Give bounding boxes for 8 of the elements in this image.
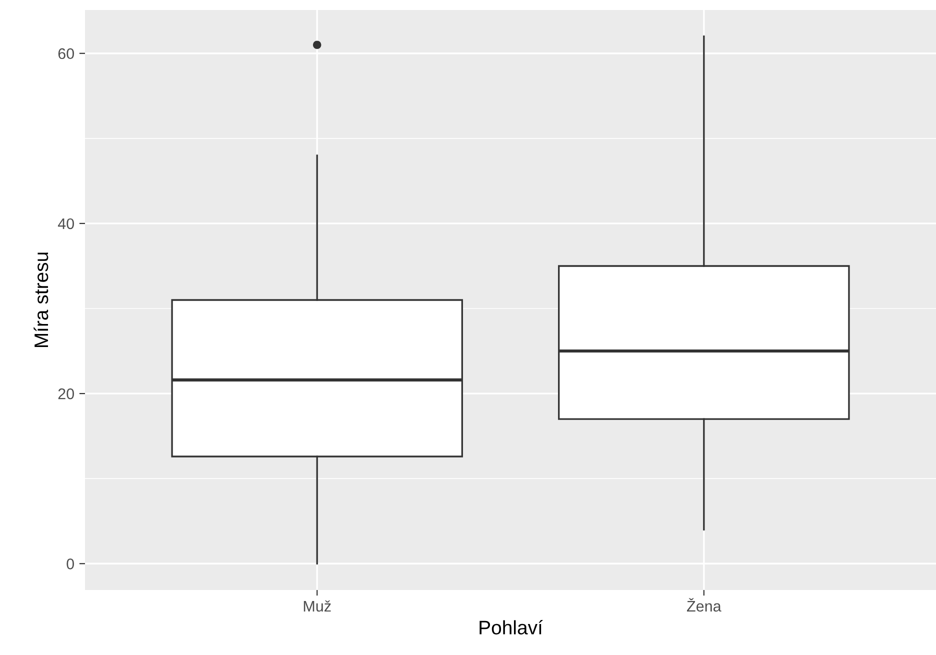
x-tick-label: Muž	[304, 600, 331, 612]
y-tick-label: 20	[58, 388, 74, 400]
y-tick-label: 40	[58, 218, 74, 230]
y-tick-label: 0	[66, 558, 74, 570]
x-tick-label: Žena	[686, 598, 722, 612]
y-axis-title: Míra stresu	[34, 252, 48, 348]
y-tick-label: 60	[58, 48, 74, 60]
x-axis-title: Pohlaví	[480, 620, 543, 634]
